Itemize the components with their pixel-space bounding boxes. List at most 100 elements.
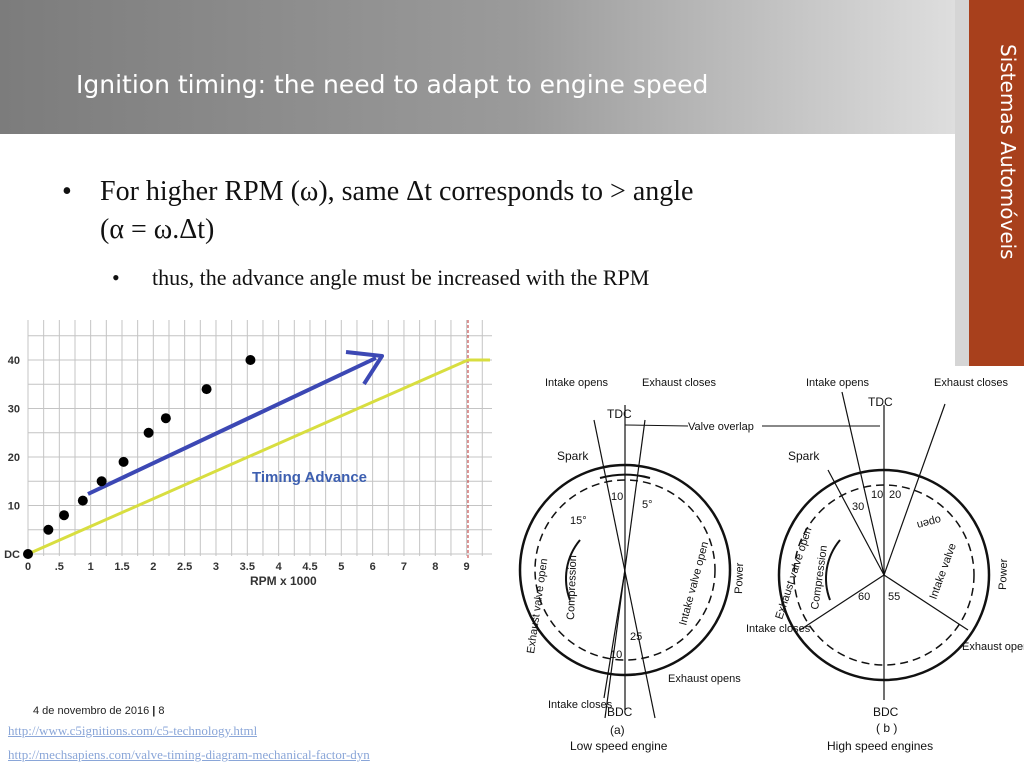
angle-55-b: 55 [888, 591, 900, 603]
y-tick-label: DC [4, 549, 20, 561]
spark-label-b: Spark [788, 449, 820, 463]
angle-60-b: 60 [858, 591, 870, 603]
bdc-label-b: BDC [873, 705, 899, 719]
exhaust-close-line-b [883, 403, 946, 576]
compression-arrow-a [565, 539, 581, 601]
timing-advance-label: Timing Advance [252, 469, 367, 486]
angle-25-a: 25 [630, 631, 642, 643]
exhaust-open-line-b [883, 574, 969, 631]
data-point [118, 456, 129, 467]
intake-valve-b: Intake valve [928, 542, 959, 601]
data-point [160, 413, 171, 424]
data-point [23, 549, 33, 559]
bullet-marker: • [62, 176, 72, 207]
angle-5-a: 5° [642, 499, 653, 511]
data-point [59, 510, 70, 521]
slide-title: Ignition timing: the need to adapt to en… [76, 70, 709, 99]
intake-valve-open-a: Intake valve open [677, 540, 711, 626]
open-label-b: open [916, 513, 943, 531]
angle-20-b: 20 [889, 489, 901, 501]
source-link-c5ignitions[interactable]: http://www.c5ignitions.com/c5-technology… [8, 723, 258, 738]
course-title: Sistemas Automóveis [996, 44, 1020, 260]
angle-10b-a: 10 [610, 649, 622, 661]
x-tick-label: 7 [401, 561, 407, 573]
spark-label-a: Spark [557, 449, 589, 463]
x-axis-label: RPM x 1000 [250, 574, 317, 588]
data-point [43, 524, 54, 535]
intake-closes-b: Intake closes [746, 623, 811, 635]
valve-diagram-high-speed: Intake opens Exhaust closes TDC Spark 30… [746, 377, 1024, 753]
data-point [77, 495, 88, 506]
caption-a: Low speed engine [570, 739, 668, 753]
x-tick-label: 1 [88, 561, 94, 573]
x-tick-label: 1.5 [114, 561, 129, 573]
power-b: Power [997, 558, 1010, 590]
compression-a: Compression [565, 555, 579, 620]
data-point [201, 384, 212, 395]
footer-separator: | [152, 705, 156, 717]
angle-10-a: 10 [611, 491, 623, 503]
slide-header: Ignition timing: the need to adapt to en… [0, 0, 955, 134]
panel-label-a: (a) [610, 723, 625, 737]
source-link-mechsapiens[interactable]: http://mechsapiens.com/valve-timing-diag… [8, 747, 370, 762]
advance-arrow [87, 356, 377, 496]
footer-date: 4 de novembro de 2016 | 8 [33, 705, 165, 717]
exhaust-opens-b: Exhaust opens [962, 641, 1024, 653]
x-tick-label: 3.5 [240, 561, 255, 573]
x-tick-label: 6 [370, 561, 376, 573]
bullet-text-line2: (α = ω.Δt) [100, 214, 215, 245]
data-point [96, 476, 107, 487]
x-tick-label: 2.5 [177, 561, 192, 573]
exhaust-closes-b: Exhaust closes [934, 377, 1008, 389]
y-tick-label: 10 [8, 501, 20, 513]
bdc-label-a: BDC [607, 705, 633, 719]
intake-open-line-b [841, 391, 885, 576]
intake-close-line-a [603, 569, 626, 699]
exhaust-opens-a: Exhaust opens [668, 673, 741, 685]
data-point [245, 355, 256, 365]
slide-date: 4 de novembro de 2016 [33, 705, 150, 717]
exhaust-closes-a: Exhaust closes [642, 377, 716, 389]
side-band [955, 0, 969, 366]
advance-arrow-head [345, 350, 384, 386]
exhaust-close-line-a [604, 419, 646, 719]
x-tick-label: 8 [432, 561, 438, 573]
y-tick-label: 40 [8, 355, 20, 367]
y-tick-label: 20 [8, 452, 20, 464]
sub-bullet-marker: • [112, 265, 120, 290]
caption-b: High speed engines [827, 739, 933, 753]
x-tick-label: .5 [55, 561, 64, 573]
x-tick-label: 5 [338, 561, 344, 573]
x-tick-label: 3 [213, 561, 219, 573]
valve-overlap-pointer [624, 424, 689, 427]
intake-opens-b: Intake opens [806, 377, 869, 389]
x-tick-label: 9 [464, 561, 470, 573]
angle-10-b: 10 [871, 489, 883, 501]
data-point [143, 427, 154, 438]
tdc-label-b: TDC [868, 395, 893, 409]
x-tick-label: 4 [276, 561, 283, 573]
valve-timing-diagrams: Intake opens Exhaust closes TDC Valve ov… [518, 377, 1024, 753]
bullet-text-line1: For higher RPM (ω), same Δt corresponds … [100, 176, 694, 207]
sub-bullet-text: thus, the advance angle must be increase… [152, 265, 650, 290]
slide-number: 8 [158, 705, 165, 717]
tdc-label-a: TDC [607, 407, 632, 421]
power-a: Power [733, 562, 746, 594]
course-sidebar [969, 0, 1024, 366]
angle-15-a: 15° [570, 515, 587, 527]
intake-closes-a: Intake closes [548, 699, 613, 711]
compression-arrow-b [825, 539, 841, 601]
y-tick-label: 30 [8, 404, 20, 416]
panel-label-b: ( b ) [876, 721, 897, 735]
timing-advance-chart: Timing Advance DC 10 20 30 40 0 .5 1 1.5 2 2.5 3 3.… [0, 318, 492, 590]
trend-line [27, 358, 490, 556]
overlap-arc-a [599, 473, 651, 479]
spark-line-b [827, 469, 885, 576]
x-tick-label: 0 [25, 561, 31, 573]
intake-close-line-b [799, 574, 885, 631]
x-tick-label: 2 [150, 561, 156, 573]
valve-overlap-label: Valve overlap [688, 421, 754, 433]
angle-30-b: 30 [852, 501, 864, 513]
intake-opens-a: Intake opens [545, 377, 608, 389]
x-tick-label: 4.5 [302, 561, 317, 573]
